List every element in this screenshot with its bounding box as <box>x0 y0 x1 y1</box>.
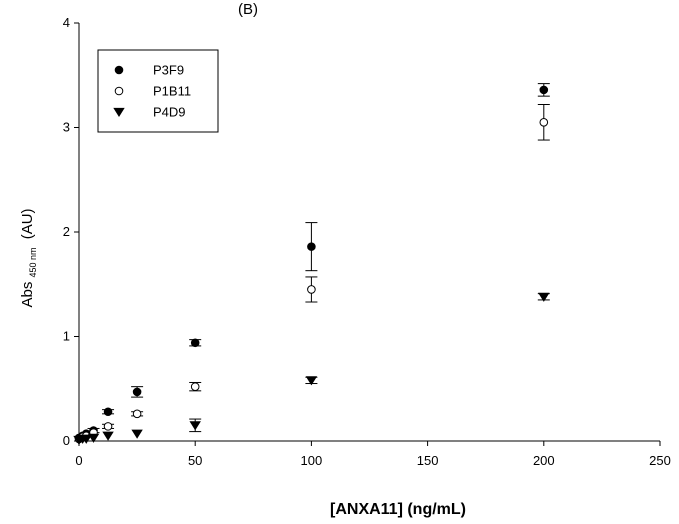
y-tick-label: 3 <box>63 120 70 135</box>
data-point-p1b11 <box>539 117 549 127</box>
y-tick-label: 2 <box>63 224 70 239</box>
legend-label-p1b11: P1B11 <box>153 84 191 99</box>
series-p1b11 <box>74 104 550 444</box>
data-point-p4d9 <box>87 433 100 443</box>
x-tick-label: 50 <box>188 453 202 468</box>
legend-label-p4d9: P4D9 <box>153 105 186 120</box>
data-point-p4d9 <box>305 376 318 386</box>
chart-title-fragment: (B) <box>238 1 258 18</box>
data-point-p4d9 <box>538 292 550 302</box>
data-point-p4d9 <box>189 421 201 431</box>
data-point-p1b11 <box>307 285 316 294</box>
data-point-p4d9 <box>131 429 143 439</box>
y-tick-label: 0 <box>63 433 70 448</box>
data-point-p3f9 <box>307 242 316 251</box>
legend-label-p3f9: P3F9 <box>153 63 184 78</box>
x-tick-label: 250 <box>649 453 671 468</box>
y-axis-label-subscript: 450 nm <box>28 247 38 277</box>
y-axis-ticks: 0 1 2 3 4 <box>63 15 79 448</box>
y-tick-label: 4 <box>63 15 70 30</box>
y-axis-label-unit: (AU) <box>19 208 36 239</box>
svg-text:Abs 450 nm (AU): Abs 450 nm (AU) <box>19 208 40 307</box>
x-axis-label: [ANXA11] (ng/mL) <box>330 501 466 518</box>
series-p4d9 <box>73 292 550 445</box>
y-axis-label: Abs 450 nm (AU) <box>19 208 40 307</box>
data-point-p3f9 <box>132 387 142 397</box>
x-tick-label: 200 <box>533 453 555 468</box>
data-point-p3f9 <box>190 338 200 348</box>
y-tick-label: 1 <box>63 329 70 344</box>
x-axis-ticks: 0 50 100 150 200 250 <box>75 441 671 468</box>
series-p3f9 <box>74 83 550 443</box>
legend-items: P3F9 P1B11 P4D9 <box>113 63 191 120</box>
x-tick-label: 0 <box>75 453 82 468</box>
data-point-p1b11 <box>132 409 142 419</box>
data-point-p3f9 <box>103 407 113 417</box>
x-tick-label: 100 <box>301 453 323 468</box>
data-point-p4d9 <box>102 431 114 441</box>
data-point-p1b11 <box>103 422 113 431</box>
legend-marker-p4d9 <box>113 107 125 118</box>
data-point-p3f9 <box>539 85 549 95</box>
legend-marker-p1b11 <box>114 86 124 96</box>
data-series <box>73 83 550 445</box>
legend: P3F9 P1B11 P4D9 <box>97 49 219 133</box>
x-tick-label: 150 <box>417 453 439 468</box>
data-point-p1b11 <box>190 382 200 391</box>
legend-marker-p3f9 <box>114 65 124 75</box>
data-point-p4d9 <box>80 434 92 444</box>
y-axis-label-main: Abs <box>19 282 36 308</box>
